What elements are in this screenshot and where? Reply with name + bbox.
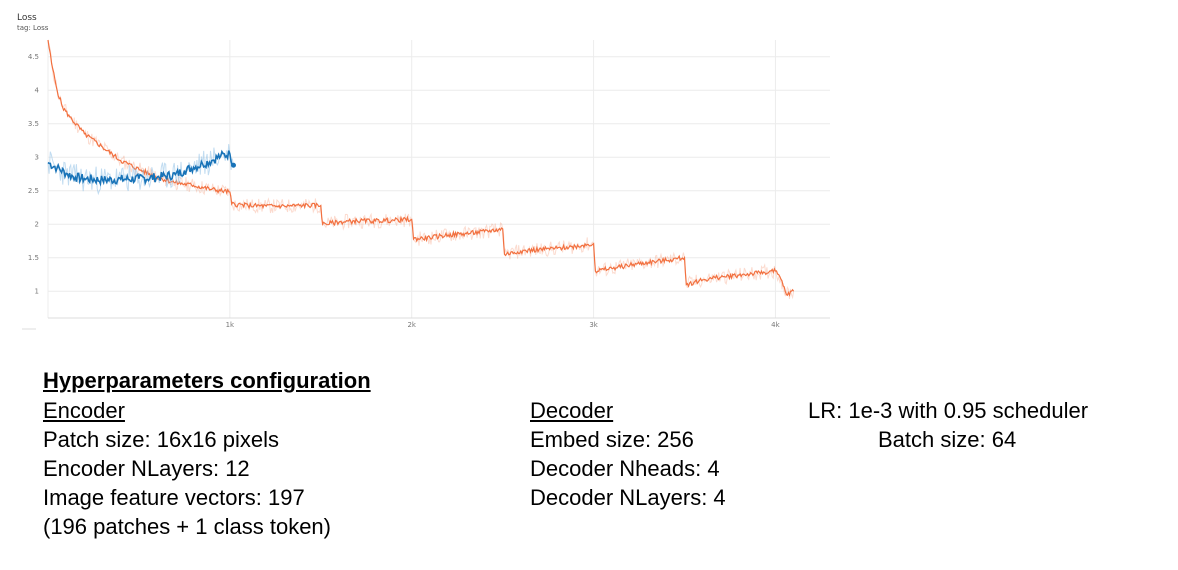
- y-tick-label: 4: [35, 87, 40, 95]
- x-tick-label: 2k: [407, 321, 416, 329]
- y-tick-label: 4.5: [28, 53, 39, 61]
- x-tick-label: 3k: [589, 321, 598, 329]
- x-tick-label: 1k: [226, 321, 235, 329]
- decoder-line: Decoder Nheads: 4: [530, 456, 720, 481]
- y-tick-label: 3: [35, 154, 39, 162]
- y-tick-label: 2.5: [28, 187, 39, 195]
- series-line: [47, 39, 795, 297]
- training-column: LR: 1e-3 with 0.95 scheduler Batch size:…: [808, 396, 1088, 454]
- x-tick-label: 4k: [771, 321, 780, 329]
- encoder-line: Patch size: 16x16 pixels: [43, 427, 280, 452]
- decoder-column: Decoder Embed size: 256 Decoder Nheads: …: [530, 396, 726, 512]
- decoder-line: Decoder NLayers: 4: [530, 485, 726, 510]
- y-tick-label: 3.5: [28, 120, 39, 128]
- encoder-line: (196 patches + 1 class token): [43, 514, 331, 539]
- x-axis-ticks: 1k 2k 3k 4k: [226, 321, 781, 329]
- series-lines: [47, 39, 795, 300]
- encoder-title: Encoder: [43, 398, 125, 423]
- series-line-raw: [47, 39, 795, 300]
- series-end-point: [230, 162, 236, 168]
- y-axis-ticks: 1 1.5 2 2.5 3 3.5 4 4.5: [28, 53, 40, 295]
- y-tick-label: 2: [35, 221, 39, 229]
- hyperparameters-heading: Hyperparameters configuration: [43, 368, 371, 393]
- grid-lines: [47, 40, 830, 319]
- hyperparameters-panel: Hyperparameters configuration Encoder Pa…: [43, 366, 1163, 566]
- encoder-line: Encoder NLayers: 12: [43, 456, 250, 481]
- y-tick-label: 1.5: [28, 254, 39, 262]
- chart-subtitle: tag: Loss: [17, 24, 49, 32]
- encoder-line: Image feature vectors: 197: [43, 485, 305, 510]
- y-tick-label: 1: [35, 288, 39, 296]
- series-line: [47, 149, 234, 187]
- decoder-title: Decoder: [530, 398, 614, 423]
- batch-size-line: Batch size: 64: [878, 427, 1017, 452]
- chart-title: Loss: [17, 13, 37, 23]
- encoder-column: Encoder Patch size: 16x16 pixels Encoder…: [43, 396, 331, 541]
- decoder-line: Embed size: 256: [530, 427, 694, 452]
- learning-rate-line: LR: 1e-3 with 0.95 scheduler: [808, 398, 1089, 423]
- loss-chart: Loss tag: Loss 1 1.5 2 2.5 3 3.5 4 4.5 1k 2k 3k 4k: [17, 13, 830, 330]
